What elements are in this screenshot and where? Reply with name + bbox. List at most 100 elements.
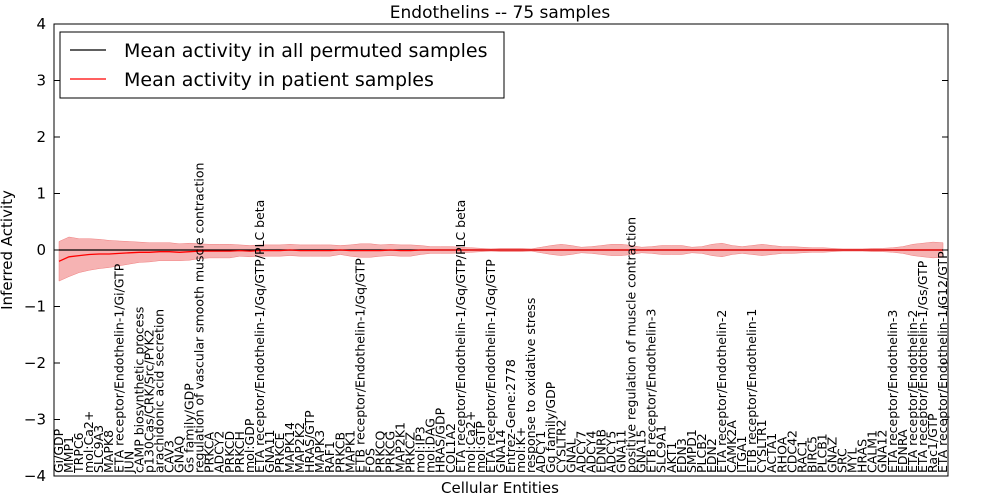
entity-label: PRKCD bbox=[222, 431, 237, 473]
entity-label: ETB receptor/Endothelin-3 bbox=[644, 309, 659, 473]
entity-label: RAF1 bbox=[322, 441, 337, 473]
entity-label: cAMP biosynthetic process bbox=[131, 307, 146, 473]
entity-label: regulation of vascular smooth muscle con… bbox=[192, 163, 207, 473]
entity-label: FOS bbox=[362, 448, 377, 473]
entity-label: MMP1 bbox=[61, 436, 76, 473]
legend-label-permuted: Mean activity in all permuted samples bbox=[124, 40, 487, 62]
y-tick-label: 0 bbox=[36, 241, 46, 259]
entity-label: Gs family/GDP bbox=[182, 383, 197, 473]
entity-label: MAPK3 bbox=[312, 430, 327, 473]
entity-label: CALM1 bbox=[865, 430, 880, 473]
entity-label: MAPK1 bbox=[342, 430, 357, 473]
entity-label: PRKCQ bbox=[373, 431, 388, 473]
entity-label: PLCB2 bbox=[694, 433, 709, 473]
entity-label: GNAQ bbox=[172, 436, 187, 473]
entity-label: MYL bbox=[845, 448, 860, 473]
legend-box bbox=[59, 31, 505, 99]
entity-label: GNA15 bbox=[634, 430, 649, 474]
entity-label: COL1A2 bbox=[443, 423, 458, 473]
entity-label: ADCY1 bbox=[533, 431, 548, 473]
entity-label: PLCB1 bbox=[815, 433, 830, 473]
entity-label: mol:K+ bbox=[513, 427, 528, 473]
entity-label: RHOA bbox=[774, 436, 789, 473]
entity-label: MAPK14 bbox=[282, 422, 297, 473]
entity-label: ETA receptor/Endothelin-1/Gq/GTP/PLC bet… bbox=[252, 200, 267, 473]
legend-label-patient: Mean activity in patient samples bbox=[124, 69, 434, 91]
plot-frame bbox=[53, 23, 949, 477]
entity-label: GNA12 bbox=[875, 430, 890, 474]
entity-label: PRKCB bbox=[332, 432, 347, 473]
entity-label: MAP2K2 bbox=[292, 422, 307, 473]
entity-label: mol:Ca2+ bbox=[81, 411, 96, 473]
entity-label: HRAS/GDP bbox=[433, 407, 448, 473]
x-axis-label: Cellular Entities bbox=[441, 479, 559, 497]
line-layer bbox=[58, 249, 943, 262]
entity-label: SLC9A3 bbox=[91, 425, 106, 473]
y-tick-label: 4 bbox=[36, 15, 46, 33]
entity-label: ITGA1 bbox=[734, 435, 749, 473]
entity-label: mol:IP3 bbox=[413, 426, 428, 473]
entity-label: MAP2K1 bbox=[393, 422, 408, 473]
entity-label: HRAS bbox=[855, 439, 870, 473]
entity-label: CAMK2A bbox=[724, 420, 739, 473]
entity-label: positive regulation of muscle contractio… bbox=[624, 217, 639, 473]
y-axis-label: Inferred Activity bbox=[0, 190, 16, 310]
entity-label: PRKCA bbox=[202, 432, 217, 473]
entity-label: BIRC5 bbox=[804, 436, 819, 473]
entity-label: ETA receptor/Endothelin-2 bbox=[905, 310, 920, 473]
series-line-patient bbox=[58, 249, 943, 262]
entity-label: EDNRA bbox=[895, 429, 910, 473]
patient-band bbox=[58, 236, 944, 282]
entity-label: PRKCZ bbox=[403, 432, 418, 473]
entity-label: mol:Ca2+ bbox=[463, 411, 478, 473]
entity-label: ETA receptor/Endothelin-1/Gq/GTP/PLC bet… bbox=[453, 200, 468, 473]
y-tick-label: −2 bbox=[24, 354, 46, 372]
entity-label: p130Cas/CRK/Src/PYK2 bbox=[141, 329, 156, 473]
entity-label: ETB receptor/Endothelin-1/Gq/GTP bbox=[352, 258, 367, 473]
band-layer bbox=[58, 236, 944, 282]
entity-label: ADCY4 bbox=[583, 431, 598, 473]
entity-label: ACTA1 bbox=[764, 433, 779, 473]
entity-label: ETA receptor/Endothelin-3 bbox=[885, 310, 900, 473]
entity-label: CYSLTR1 bbox=[754, 419, 769, 473]
entity-label: ADCY7 bbox=[573, 431, 588, 473]
entity-label: RAC1 bbox=[794, 440, 809, 473]
entity-label: EDN3 bbox=[674, 438, 689, 473]
y-tick-label: 2 bbox=[36, 128, 46, 146]
entity-label: PRKCE bbox=[272, 433, 287, 473]
entity-label: mol:GTP bbox=[473, 421, 488, 473]
legend: Mean activity in all permuted samples Me… bbox=[59, 31, 505, 99]
entity-label: arachidonic acid secretion bbox=[152, 309, 167, 473]
y-tick-label: −1 bbox=[24, 298, 46, 316]
entity-label: ADCY2 bbox=[212, 431, 227, 473]
entity-label: GNA11 bbox=[614, 430, 629, 474]
entity-label: AKT1 bbox=[664, 442, 679, 473]
entity-label: ETA receptor/Endothelin-1/Gs/GTP bbox=[915, 260, 930, 473]
entity-label: GNAL bbox=[563, 438, 578, 473]
entity-label: HRAS/GTP bbox=[302, 410, 317, 473]
entity-label: MAPK8 bbox=[101, 430, 116, 473]
entity-label: ETA receptor/Endothelin-1/Gi/GTP bbox=[111, 263, 126, 473]
entity-label: TRPC6 bbox=[71, 432, 86, 474]
entity-label: ETA receptor/Endothelin-2 bbox=[714, 310, 729, 473]
entity-label: EDNRB bbox=[594, 429, 609, 473]
y-tick-label: 3 bbox=[36, 72, 46, 90]
entity-label: GNA14 bbox=[493, 429, 508, 473]
entity-label: ETA receptor/Endothelin-1/Gq/GTP bbox=[483, 259, 498, 473]
entity-label: PRKCH bbox=[232, 431, 247, 473]
entity-label: Rac1/GTP bbox=[925, 413, 940, 473]
entity-label: SMPD1 bbox=[684, 429, 699, 473]
entity-label: Gi/GDP bbox=[51, 428, 66, 473]
chart-title: Endothelins -- 75 samples bbox=[390, 3, 611, 23]
y-tick-label: 1 bbox=[36, 185, 46, 203]
entity-label: SLC9A1 bbox=[654, 425, 669, 473]
entity-label: Entrez-Gene:2778 bbox=[503, 359, 518, 473]
entity-label: response to oxidative stress bbox=[523, 298, 538, 473]
entity-label: GNAZ bbox=[825, 437, 840, 473]
entity-label: ADCY5 bbox=[604, 431, 619, 473]
entity-label: EDN2 bbox=[704, 438, 719, 473]
entity-label: ETB receptor/Endothelin-1 bbox=[744, 309, 759, 473]
entity-label: PRKCG bbox=[383, 431, 398, 473]
